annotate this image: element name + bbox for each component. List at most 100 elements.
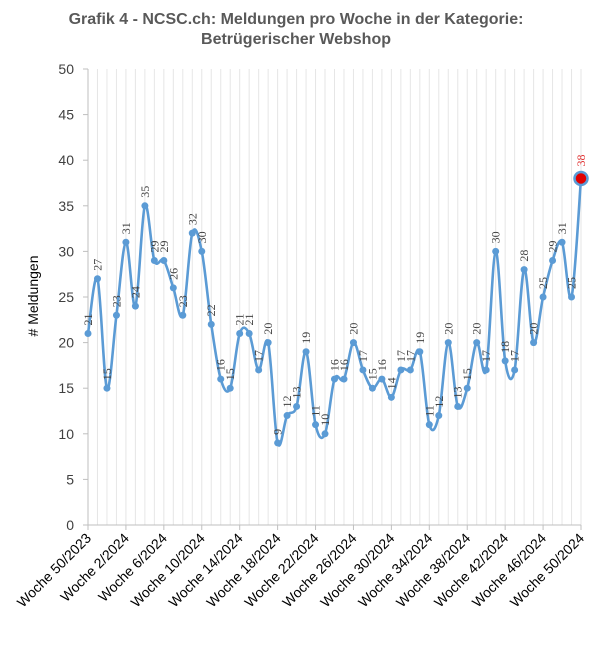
data-label: 15 [100,368,114,380]
data-label: 20 [346,323,360,335]
data-label: 30 [489,231,503,243]
data-point [217,375,225,383]
data-label: 14 [384,377,398,389]
y-tick-label: 50 [58,61,74,77]
data-point [331,375,338,383]
data-label: 24 [128,286,142,298]
data-label: 12 [432,396,446,408]
data-point [406,366,414,374]
data-label: 16 [337,359,351,371]
data-point [131,302,139,310]
data-label: 20 [527,323,541,335]
data-point [198,247,206,255]
data-label: 13 [290,386,304,398]
data-point [312,421,320,429]
data-point [122,238,130,246]
data-point [359,366,367,374]
y-tick-label: 10 [58,426,74,442]
highlight-point [573,170,589,187]
gridlines [87,69,582,525]
y-axis-ticks: 0 5 10 15 20 25 30 35 40 45 50 [58,61,88,533]
data-point [340,375,348,383]
data-point [501,357,509,365]
y-tick-label: 45 [58,107,74,123]
data-point [473,339,481,347]
data-label: 12 [280,396,294,408]
data-label: 21 [233,313,247,325]
data-label: 9 [271,429,285,435]
data-label: 16 [328,359,342,371]
data-label: 22 [204,304,218,316]
data-point [236,329,244,337]
data-label: 17 [508,350,522,362]
data-label: 17 [356,350,370,362]
data-label: 28 [517,250,531,262]
data-point [416,348,424,356]
data-point [425,421,433,429]
data-point [293,402,301,410]
data-label: 25 [565,277,579,289]
data-label: 21 [81,313,95,325]
data-point [492,247,500,255]
y-tick-label: 15 [58,380,74,396]
chart-title-line-1: Grafik 4 - NCSC.ch: Meldungen pro Woche … [68,11,524,28]
y-tick-label: 30 [58,243,74,259]
data-label: 15 [223,368,237,380]
data-label: 23 [109,295,123,307]
data-point [302,348,310,356]
data-point [255,366,263,374]
data-label: 35 [138,186,152,198]
data-label: 27 [90,259,104,271]
data-points [84,170,589,447]
data-label: 32 [185,213,199,225]
data-point [520,266,528,274]
data-point [530,339,538,347]
data-point [444,339,452,347]
data-label: 19 [299,332,313,344]
data-point [179,311,187,319]
data-point [112,311,120,319]
data-label: 31 [119,222,133,234]
y-axis-label: # Meldungen [25,256,41,337]
data-point [283,412,291,420]
data-point [274,439,282,447]
data-point [511,366,519,374]
data-label: 17 [403,350,417,362]
data-label: 30 [195,231,209,243]
data-point [463,384,471,392]
data-point [226,384,234,392]
data-point [482,366,490,374]
data-label: 17 [479,350,493,362]
data-point [387,393,395,401]
chart-title-line-2: Betrügerischer Webshop [201,31,391,48]
data-point [568,293,576,301]
data-point [539,293,547,301]
y-tick-label: 25 [58,289,74,305]
data-point [160,257,168,265]
data-label: 20 [261,323,275,335]
y-tick-label: 5 [66,471,74,487]
data-point [368,384,376,392]
data-point [549,257,557,265]
data-label: 20 [441,323,455,335]
data-point [84,329,92,337]
data-label: 18 [498,341,512,353]
data-point [378,375,386,383]
data-label: 25 [536,277,550,289]
data-label: 21 [242,313,256,325]
data-label: 31 [555,222,569,234]
data-label: 16 [214,359,228,371]
data-label: 13 [451,386,465,398]
y-tick-label: 0 [66,517,74,533]
data-label: 11 [309,405,323,417]
chart-title: Grafik 4 - NCSC.ch: Meldungen pro Woche … [0,10,592,50]
data-label: 19 [413,332,427,344]
data-point [150,257,158,265]
data-label: 38 [574,154,588,166]
data-label: 20 [470,323,484,335]
data-point [169,284,177,292]
data-label: 16 [375,359,389,371]
data-point [141,202,149,210]
data-label: 23 [176,295,190,307]
